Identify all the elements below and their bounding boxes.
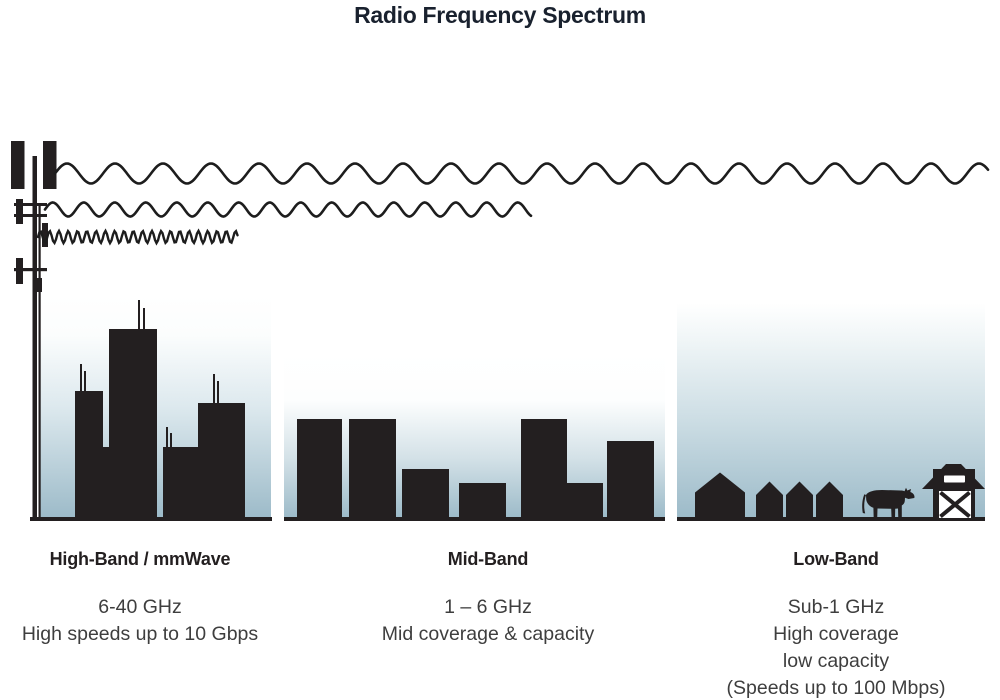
low-band-rural-scene: [695, 464, 985, 519]
band-description: 6-40 GHz High speeds up to 10 Gbps: [20, 594, 260, 648]
mid-rise-building: [349, 419, 396, 519]
cell-tower-icon: [11, 141, 57, 520]
band-description: Sub-1 GHz High coverage low capacity (Sp…: [716, 594, 956, 700]
radio-waves: [36, 162, 990, 246]
low-band-label: Low-Band Sub-1 GHz High coverage low cap…: [716, 549, 956, 700]
skyscraper: [163, 447, 198, 519]
skyscraper: [198, 403, 245, 519]
house-icon: [756, 481, 783, 519]
tower-antenna-panel-right: [43, 141, 57, 189]
long-wavelength-wave: [53, 162, 990, 185]
skyscraper: [103, 447, 109, 519]
high-band-label: High-Band / mmWave 6-40 GHz High speeds …: [20, 549, 260, 648]
mid-rise-building: [521, 419, 567, 519]
band-heading: Low-Band: [793, 549, 879, 569]
mid-rise-building: [459, 483, 506, 519]
band-frequency-range: 1 – 6 GHz: [444, 596, 532, 618]
mid-band-skyline: [297, 419, 654, 519]
house-icon: [816, 481, 843, 519]
band-frequency-range: Sub-1 GHz: [787, 596, 885, 618]
band-speed-note: (Speeds up to 100 Mbps): [726, 677, 946, 699]
band-capability: High coverage: [773, 623, 899, 645]
skyscraper: [109, 329, 157, 519]
skyscraper: [75, 391, 103, 519]
mid-band-label: Mid-Band 1 – 6 GHz Mid coverage & capaci…: [368, 549, 608, 648]
band-frequency-range: 6-40 GHz: [98, 596, 182, 618]
band-heading: Mid-Band: [447, 549, 529, 569]
houses: [695, 472, 843, 519]
medium-wavelength-wave: [43, 201, 533, 218]
barn-loft-window: [944, 475, 965, 483]
band-capability: low capacity: [782, 650, 890, 672]
high-band-skyline: [75, 300, 245, 519]
band-capability: Mid coverage & capacity: [381, 623, 595, 645]
band-capability: High speeds up to 10 Gbps: [21, 623, 259, 645]
rooftop-antennas: [80, 300, 219, 448]
mid-rise-building: [297, 419, 342, 519]
cow-icon: [862, 487, 915, 519]
diagram-title: Radio Frequency Spectrum: [354, 2, 646, 28]
barn-icon: [922, 464, 985, 519]
house-icon: [695, 472, 745, 519]
house-icon: [786, 481, 813, 519]
tower-antenna-panel-left: [11, 141, 25, 189]
short-wavelength-wave: [36, 228, 239, 246]
band-heading: High-Band / mmWave: [49, 549, 231, 569]
band-description: 1 – 6 GHz Mid coverage & capacity: [368, 594, 608, 648]
mid-rise-building: [607, 441, 654, 519]
mid-rise-building: [402, 469, 449, 519]
barn-door-cross: [939, 490, 971, 519]
mid-rise-building: [567, 483, 603, 519]
